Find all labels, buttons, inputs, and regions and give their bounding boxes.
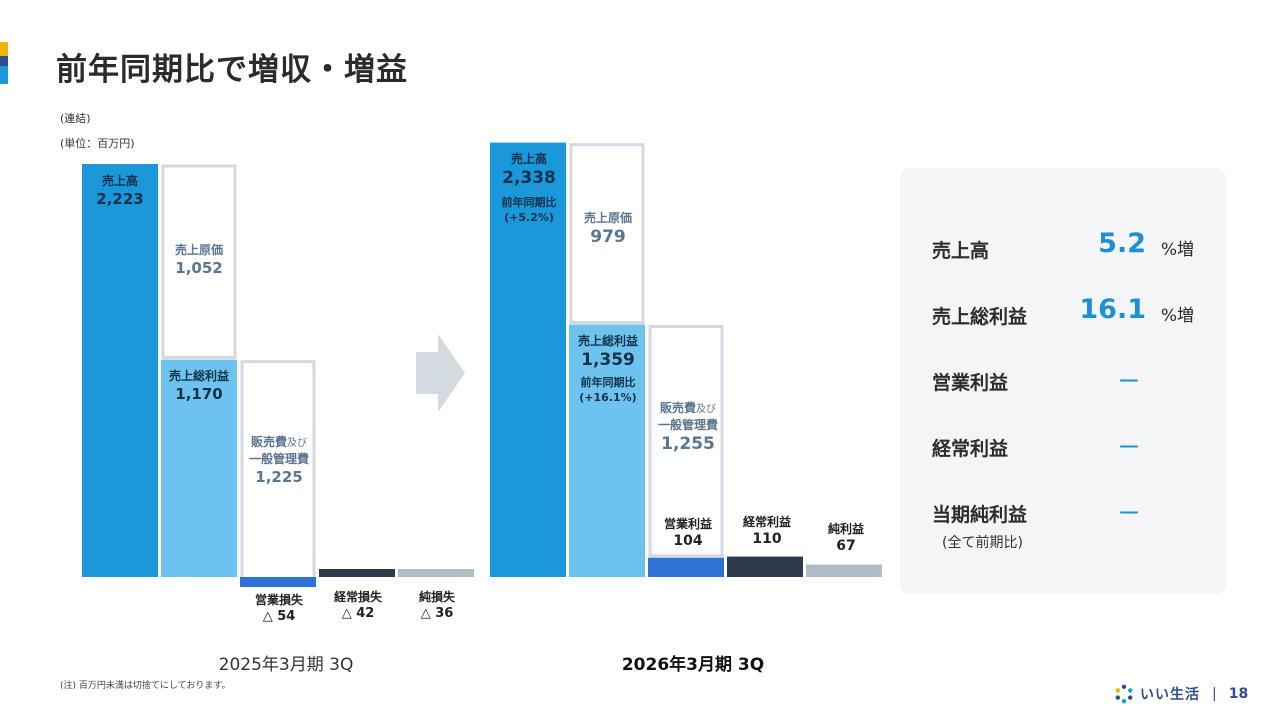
kpi-row-revenue: 売上高 5.2 %増	[932, 228, 1212, 268]
revenue-2025-name: 売上高	[101, 174, 138, 188]
kpi-row-ordinary: 経常利益 ー	[932, 426, 1212, 466]
consolidated-note: (連結)	[60, 112, 91, 125]
summary-panel: 売上高 5.2 %増 売上総利益 16.1 %増 営業利益 ー 経常利益 ー 当…	[900, 168, 1226, 594]
ord-2025-label: 経常損失 △ 42	[319, 589, 397, 623]
sga-2025-label: 販売費及び 一般管理費 1,225	[240, 434, 318, 487]
sga-2025-name-2: 一般管理費	[248, 451, 309, 466]
kpi-row-operating: 営業利益 ー	[932, 360, 1212, 400]
kpi-unit-revenue: %増	[1160, 240, 1194, 260]
footer-note: (注) 百万円未満は切捨てにしております。	[60, 681, 231, 691]
kpi-name-gross-profit: 売上総利益	[932, 306, 1028, 328]
ord-2026-label: 経常利益 110	[727, 514, 807, 549]
ordinary-bar-2026	[727, 556, 803, 577]
kpi-name-net: 当期純利益	[932, 504, 1028, 526]
ord-2026-value: 110	[752, 531, 782, 548]
gp-2025-value: 1,170	[175, 385, 223, 404]
revenue-2026-name: 売上高	[510, 152, 547, 166]
revenue-2026-value: 2,338	[502, 168, 556, 189]
gp-2026-yoy: (+16.1%)	[579, 390, 637, 404]
gp-2026-name: 売上総利益	[577, 334, 638, 348]
net-2026-value: 67	[836, 538, 856, 555]
summary-note: (全て前期比)	[942, 535, 1023, 551]
kpi-dash-operating: ー	[1118, 370, 1141, 395]
gp-2026-yoy-label: 前年同期比	[580, 376, 636, 390]
revenue-2025-label: 売上高 2,223	[82, 173, 158, 209]
sga-2025-value: 1,225	[255, 467, 303, 486]
op-2025-value: △ 54	[262, 609, 296, 625]
right-arrow-icon	[416, 334, 465, 412]
ordinary-bar-2025	[319, 569, 395, 577]
net-2026-name: 純利益	[827, 522, 864, 536]
op-2025-label: 営業損失 △ 54	[240, 592, 318, 626]
cogs-2025-label: 売上原価 1,052	[162, 242, 236, 278]
company-logo: いい生活 | 18	[1114, 684, 1248, 704]
revenue-2026-yoy-label: 前年同期比	[501, 196, 557, 210]
kpi-dash-ordinary: ー	[1118, 436, 1141, 461]
ord-2025-name: 経常損失	[333, 590, 382, 604]
sga-2026-name-small: 及び	[696, 404, 716, 415]
gross-profit-bar-2025	[161, 359, 237, 577]
gross-profit-bar-2026	[569, 324, 645, 577]
page-title: 前年同期比で増収・増益	[56, 52, 408, 88]
operating-bar-2026	[648, 557, 724, 577]
ord-2025-value: △ 42	[341, 606, 375, 622]
footer-separator: |	[1212, 686, 1217, 702]
cogs-bar-2025	[161, 164, 237, 359]
page-number: 18	[1228, 686, 1249, 702]
sga-2026-name-2: 一般管理費	[657, 417, 718, 432]
net-2025-label: 純損失 △ 36	[398, 589, 476, 623]
period-2026: 2026年3月期 3Q	[621, 655, 765, 675]
ord-2026-name: 経常利益	[742, 515, 791, 529]
net-2025-value: △ 36	[420, 606, 454, 622]
gp-2026-value: 1,359	[581, 350, 635, 371]
sga-2026-name-1: 販売費	[659, 401, 696, 415]
net-bar-2025	[398, 569, 474, 577]
revenue-2025-value: 2,223	[96, 190, 144, 209]
kpi-name-ordinary: 経常利益	[932, 438, 1009, 460]
net-2026-label: 純利益 67	[806, 521, 886, 556]
accent-bar-top	[0, 42, 8, 56]
sga-2026-label: 販売費及び 一般管理費 1,255	[648, 400, 728, 456]
kpi-name-operating: 営業利益	[932, 372, 1009, 394]
op-2025-name: 営業損失	[254, 593, 303, 607]
revenue-bar-2025	[82, 164, 158, 577]
cogs-2025-name: 売上原価	[174, 243, 223, 257]
sga-2026-value: 1,255	[661, 433, 715, 454]
revenue-2026-yoy: (+5.2%)	[504, 210, 554, 224]
sga-2025-name-1: 販売費	[250, 435, 287, 449]
gp-2025-label: 売上総利益 1,170	[160, 368, 238, 404]
cogs-2026-name: 売上原価	[583, 211, 632, 225]
cogs-2025-value: 1,052	[175, 259, 223, 278]
op-2026-value: 104	[673, 533, 703, 550]
gp-2025-name: 売上総利益	[168, 369, 229, 383]
unit-note: (単位：百万円)	[60, 137, 135, 150]
period-2025: 2025年3月期 3Q	[218, 655, 354, 675]
op-2026-label: 営業利益 104	[648, 516, 728, 551]
accent-bar-bottom	[0, 66, 8, 84]
cogs-2026-label: 売上原価 979	[570, 210, 646, 249]
cogs-bar-2026	[569, 143, 645, 325]
operating-bar-2025	[240, 577, 316, 588]
sga-2025-name-small: 及び	[287, 438, 307, 449]
logo-text: いい生活	[1140, 687, 1200, 703]
op-2026-name: 営業利益	[663, 517, 712, 531]
sga-bar-2026	[648, 325, 724, 558]
gp-2026-label: 売上総利益 1,359 前年同期比 (+16.1%)	[568, 333, 648, 406]
revenue-bar-2026	[490, 142, 566, 577]
kpi-value-gross-profit: 16.1	[1079, 294, 1146, 325]
revenue-2026-label: 売上高 2,338 前年同期比 (+5.2%)	[490, 151, 568, 226]
logo-icon	[1115, 684, 1133, 704]
accent-bar-mid	[0, 56, 8, 66]
kpi-dash-net: ー	[1118, 502, 1141, 527]
kpi-row-net: 当期純利益 ー	[932, 492, 1212, 532]
kpi-unit-gross-profit: %増	[1160, 306, 1194, 326]
net-bar-2026	[806, 564, 882, 577]
kpi-row-gross-profit: 売上総利益 16.1 %増	[932, 294, 1212, 334]
kpi-name-revenue: 売上高	[932, 240, 990, 262]
cogs-2026-value: 979	[590, 227, 626, 248]
net-2025-name: 純損失	[418, 590, 455, 604]
kpi-value-revenue: 5.2	[1098, 228, 1146, 259]
